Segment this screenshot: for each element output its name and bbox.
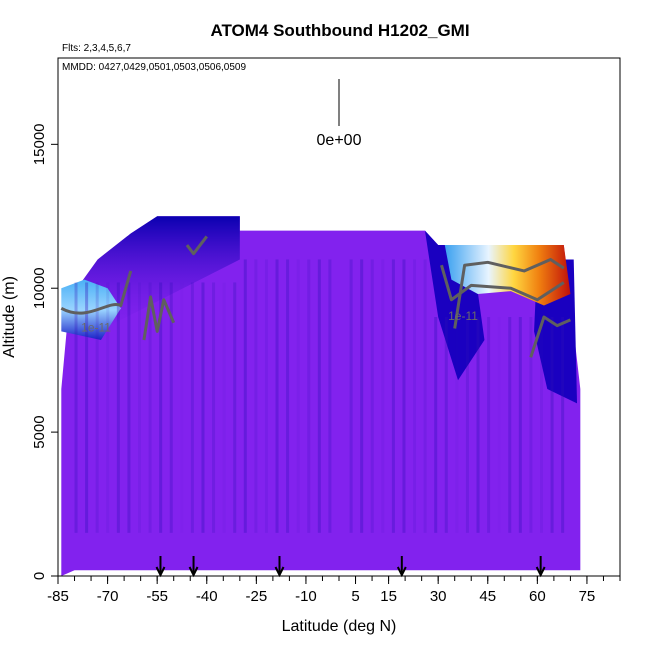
x-tick-label: -70 xyxy=(97,588,119,605)
chart-title: ATOM4 Southbound H1202_GMI xyxy=(210,21,469,40)
field-streak xyxy=(296,259,300,533)
field-streak xyxy=(423,259,427,533)
field-streak xyxy=(275,259,279,533)
field-streak xyxy=(349,259,353,533)
y-tick-label: 0 xyxy=(31,572,48,580)
flight-markers xyxy=(155,556,546,578)
field-streak xyxy=(434,317,438,533)
field-streak xyxy=(307,259,311,533)
x-tick-label: -10 xyxy=(295,588,317,605)
field-streak xyxy=(455,317,459,533)
x-tick-label: 45 xyxy=(479,588,496,605)
field-streak xyxy=(180,282,183,532)
field-streak xyxy=(106,282,110,533)
field-streak xyxy=(317,259,321,533)
contour-nh-2 xyxy=(453,257,565,329)
field-streak xyxy=(254,259,258,533)
field-nh-hot xyxy=(444,245,571,306)
field-streak xyxy=(243,259,247,533)
field-streak xyxy=(95,282,99,533)
field-streak xyxy=(402,259,406,533)
marker-arrow-head xyxy=(155,566,166,578)
x-axis-label: Latitude (deg N) xyxy=(282,618,397,635)
x-tick-label: -55 xyxy=(146,588,168,605)
field-streak xyxy=(381,259,385,533)
field-streak xyxy=(148,282,152,533)
contour-sh-2 xyxy=(142,295,176,341)
flights-note: Flts: 2,3,4,5,6,7 xyxy=(62,43,131,54)
dates-note: MMDD: 0427,0429,0501,0503,0506,0509 xyxy=(62,62,246,73)
contour-sh-1 xyxy=(60,270,133,315)
x-tick-label: 60 xyxy=(529,588,546,605)
x-tick-label: 5 xyxy=(351,588,359,605)
field-streak xyxy=(116,282,120,533)
field-streak xyxy=(391,259,395,533)
field-sh-light xyxy=(61,279,121,341)
field-streak xyxy=(550,317,554,533)
field-streak xyxy=(360,259,364,533)
field-streak xyxy=(413,259,417,533)
field-streak xyxy=(518,317,522,533)
heatmap-field: 1e-11 1e-11 xyxy=(60,216,581,576)
field-streak xyxy=(539,317,543,533)
field-streak xyxy=(498,317,501,533)
field-streak xyxy=(233,282,237,533)
x-axis: -85 -70 -55 -40 -25 -10 5 15 30 45 60 75 xyxy=(47,575,621,605)
y-axis: 0 5000 10000 15000 xyxy=(31,58,59,580)
field-streak xyxy=(286,259,290,533)
field-streak xyxy=(264,259,268,533)
field-streak xyxy=(138,282,142,533)
field-streak xyxy=(487,317,491,533)
marker-arrow-head xyxy=(535,566,546,578)
y-tick-label: 5000 xyxy=(31,415,48,448)
y-tick-label: 10000 xyxy=(31,267,48,309)
x-tick-label: 15 xyxy=(380,588,397,605)
x-tick-label: 75 xyxy=(579,588,596,605)
contour-nh-1 xyxy=(440,264,565,302)
legend-value: 0e+00 xyxy=(317,132,362,149)
y-axis-label: Altitude (m) xyxy=(1,276,18,358)
field-streak xyxy=(465,317,469,533)
field-streak xyxy=(85,282,89,533)
x-tick-label: -25 xyxy=(246,588,268,605)
field-streak xyxy=(201,282,205,533)
contour-label: 1e-11 xyxy=(81,320,111,334)
field-streak xyxy=(212,282,216,533)
field-streak xyxy=(476,317,480,533)
field-streak xyxy=(74,282,78,533)
field-streak xyxy=(508,317,512,533)
field-streak xyxy=(561,317,565,533)
field-streak xyxy=(529,317,533,533)
field-streak xyxy=(444,317,448,533)
contour-sh-3 xyxy=(185,235,208,256)
marker-arrow-head xyxy=(188,566,199,578)
field-streak xyxy=(127,282,131,533)
field-streak xyxy=(222,282,226,533)
field-streak xyxy=(159,282,163,533)
field-streak xyxy=(328,259,332,533)
contour-nh-3 xyxy=(529,315,572,358)
marker-arrow-head xyxy=(274,566,285,578)
x-tick-label: 30 xyxy=(430,588,447,605)
y-tick-label: 15000 xyxy=(31,123,48,165)
field-streak xyxy=(370,259,374,533)
marker-arrow-head xyxy=(396,566,407,578)
field-streak xyxy=(190,282,194,533)
x-tick-label: -85 xyxy=(47,588,69,605)
field-streak xyxy=(169,282,173,533)
x-tick-label: -40 xyxy=(196,588,218,605)
contour-label: 1e-11 xyxy=(448,309,478,323)
